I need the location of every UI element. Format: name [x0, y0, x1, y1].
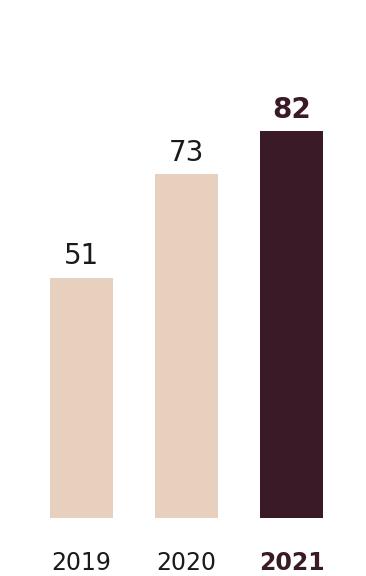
- Text: 51: 51: [64, 242, 99, 271]
- Text: 73: 73: [169, 138, 204, 166]
- Text: 2021: 2021: [259, 551, 325, 575]
- Text: 2019: 2019: [52, 551, 111, 575]
- Bar: [50, 278, 113, 518]
- Bar: [260, 131, 324, 518]
- Bar: [155, 173, 218, 518]
- Text: 82: 82: [273, 96, 311, 124]
- Text: 2020: 2020: [157, 551, 217, 575]
